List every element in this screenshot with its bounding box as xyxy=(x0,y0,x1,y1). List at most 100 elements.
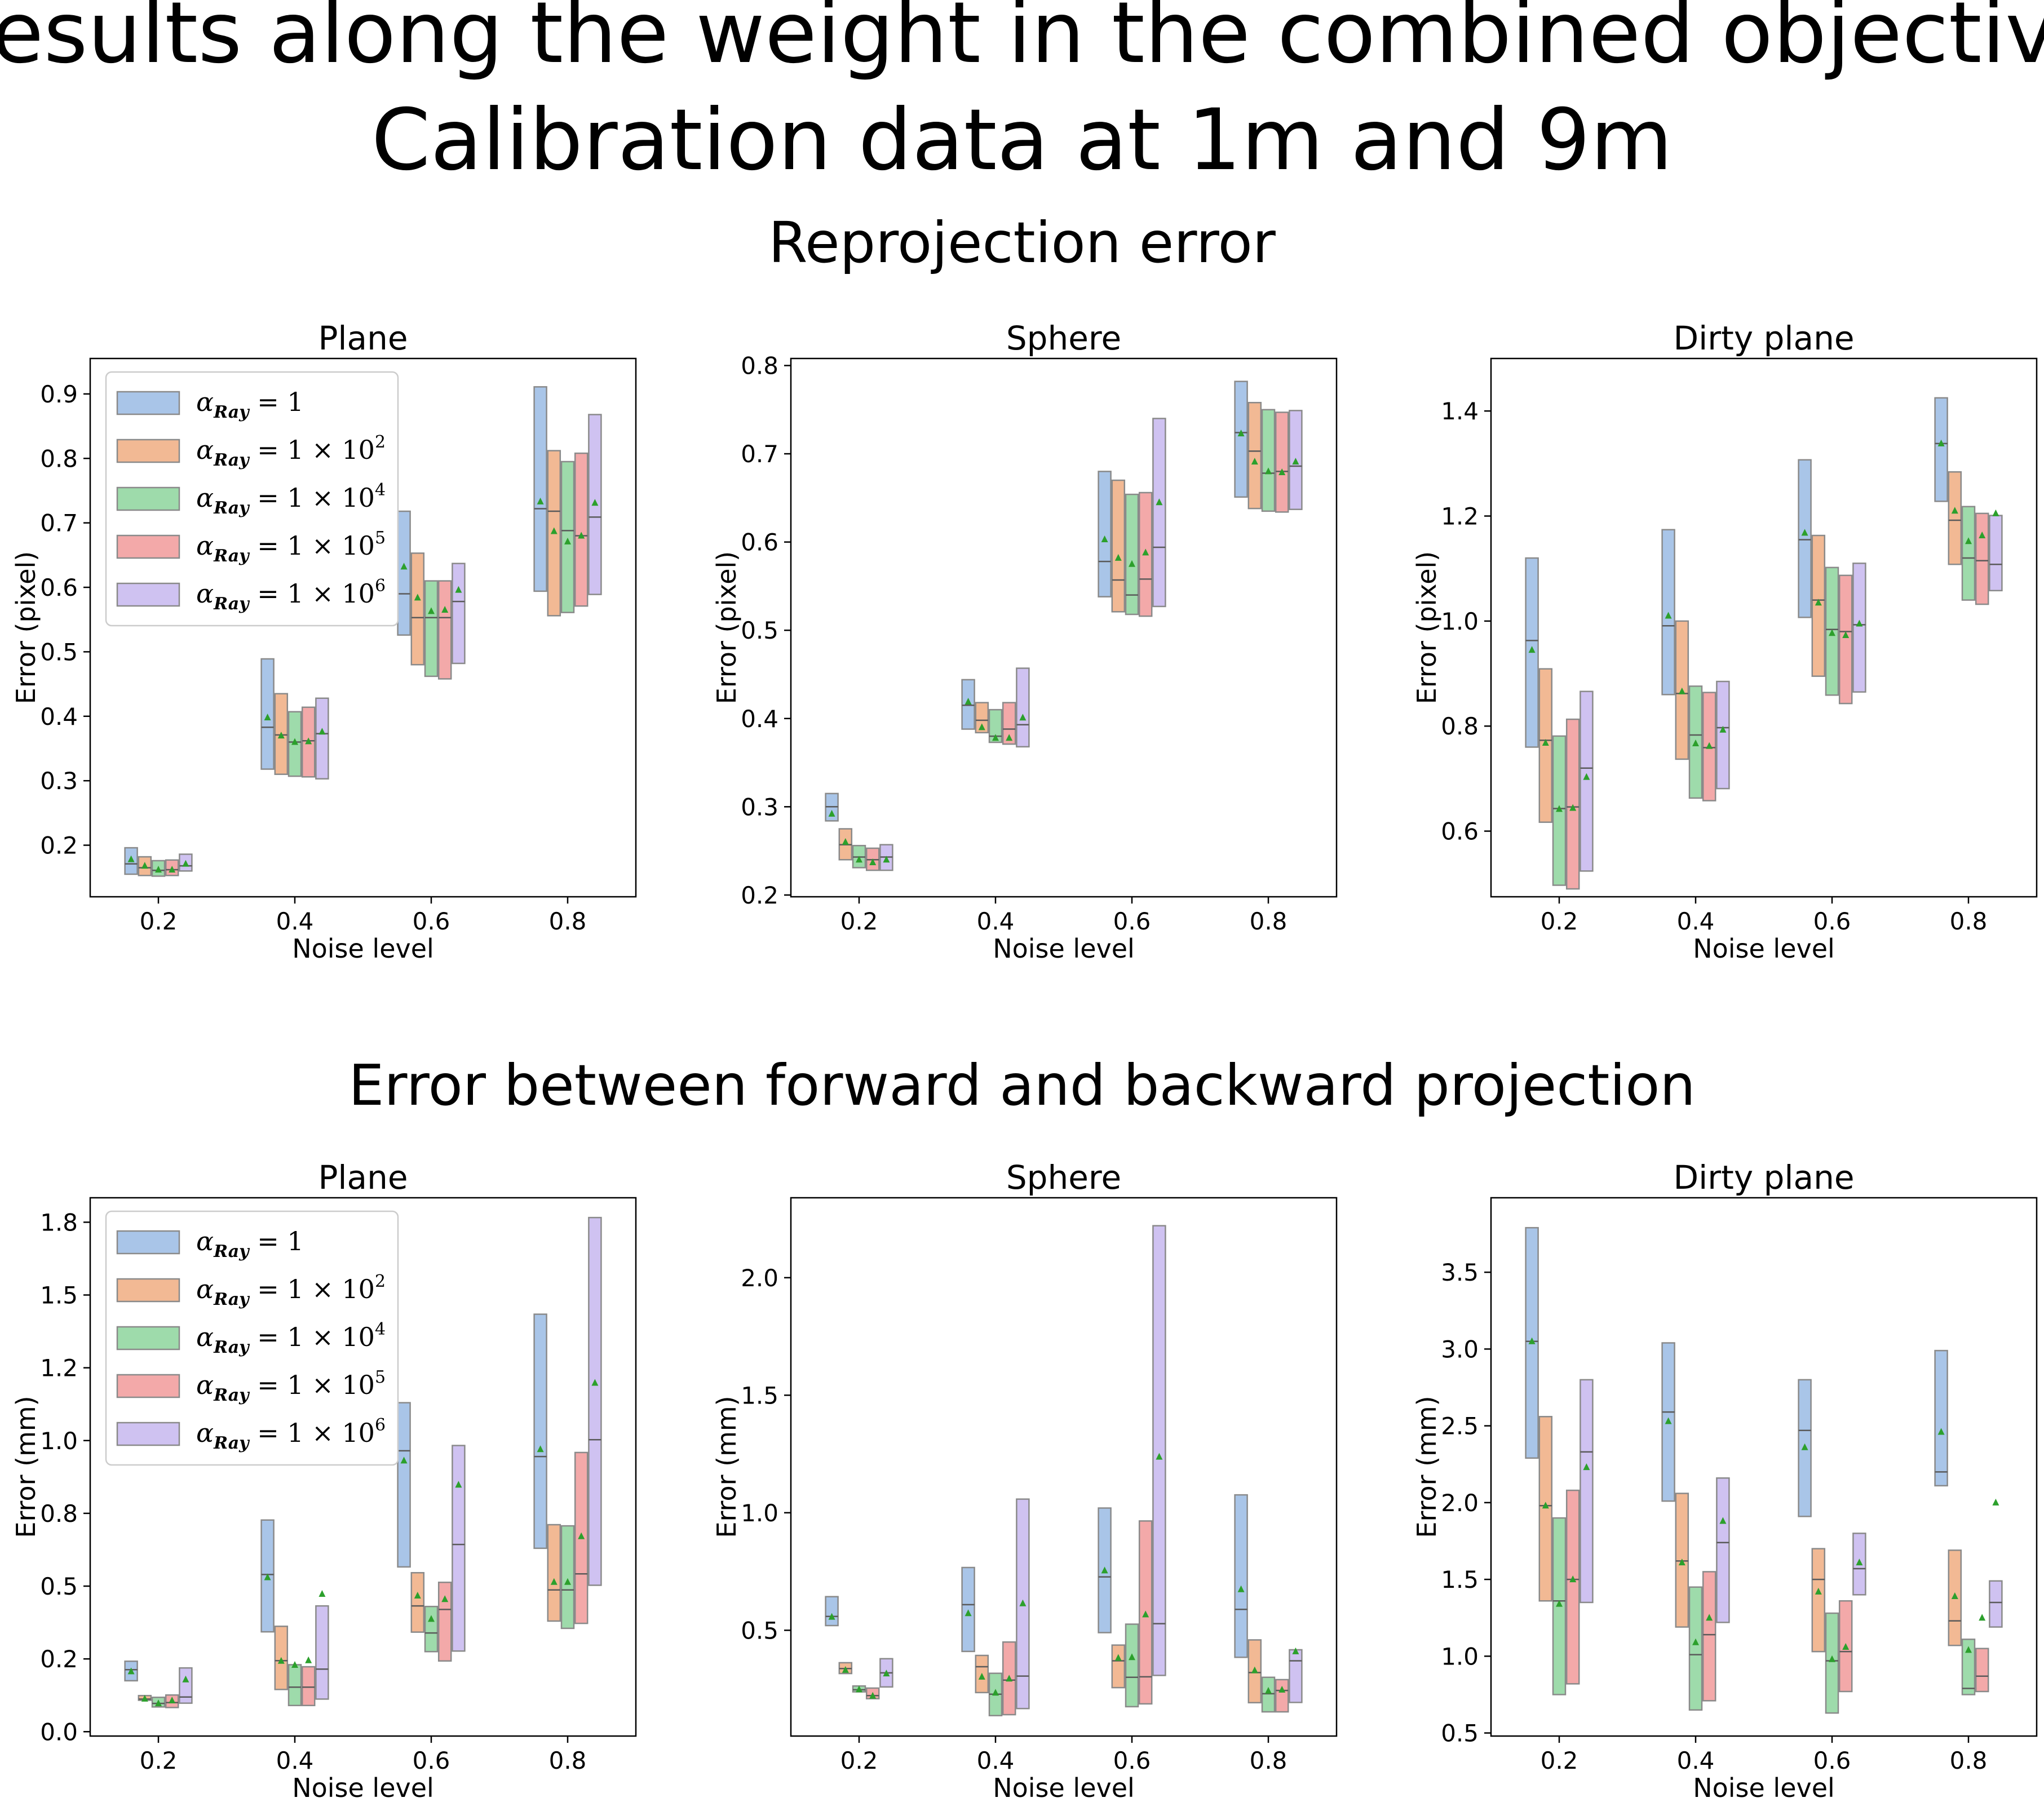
mean-marker xyxy=(537,497,544,504)
mean-marker xyxy=(264,714,271,721)
legend-subscript: Ray xyxy=(213,1385,250,1405)
chart-title: Sphere xyxy=(1006,1158,1121,1197)
mean-marker xyxy=(1692,739,1699,746)
box-bar xyxy=(179,1667,193,1704)
legend-swatch xyxy=(116,486,180,511)
y-tick-label: 0.3 xyxy=(741,793,778,821)
box-bar xyxy=(574,452,589,607)
plot-frame xyxy=(1490,1197,2038,1737)
mean-marker xyxy=(828,1613,835,1620)
y-tick-label: 0.0 xyxy=(40,1718,78,1746)
mean-marker xyxy=(883,856,890,863)
mean-marker xyxy=(842,1666,849,1673)
x-axis-label: Noise level xyxy=(1693,1773,1835,1802)
mean-marker xyxy=(856,1685,862,1693)
mean-marker xyxy=(1528,1337,1536,1344)
box-bar xyxy=(1275,1679,1289,1713)
legend-frame xyxy=(105,371,399,627)
legend-subscript: Ray xyxy=(213,1242,250,1261)
plot-frame xyxy=(1490,357,2038,898)
mean-marker xyxy=(1678,1559,1685,1566)
legend-frame xyxy=(105,1210,399,1466)
legend-value: = 1 × 10 xyxy=(249,530,375,561)
x-tick-label: 0.6 xyxy=(1813,907,1851,935)
mean-marker xyxy=(1129,1653,1135,1661)
mean-marker xyxy=(1815,599,1822,606)
mean-marker xyxy=(1569,804,1577,811)
section-title-forward-backward: Error between forward and backward proje… xyxy=(348,1052,1696,1118)
mean-marker xyxy=(1856,1559,1863,1566)
box-bar xyxy=(1234,380,1248,498)
mean-marker xyxy=(1278,468,1286,475)
mean-marker xyxy=(564,1578,571,1585)
box-bar xyxy=(1852,563,1866,693)
box-bar xyxy=(1261,409,1276,512)
legend-label: αRay = 1 × 106 xyxy=(196,576,386,614)
y-tick-label: 3.0 xyxy=(1441,1335,1479,1363)
box-bar xyxy=(588,1216,602,1586)
mean-marker xyxy=(578,532,585,539)
mean-marker xyxy=(1937,1428,1945,1435)
box-bar xyxy=(1716,1477,1730,1623)
mean-marker xyxy=(1965,1646,1972,1653)
mean-marker xyxy=(1265,467,1272,475)
legend-alpha: α xyxy=(196,387,214,417)
mean-marker xyxy=(992,1689,999,1696)
x-axis-label: Noise level xyxy=(1693,933,1835,964)
box-bar xyxy=(1580,690,1594,872)
y-axis-label: Error (pixel) xyxy=(11,551,41,705)
x-tick-label: 0.2 xyxy=(840,907,878,935)
y-tick-label: 0.2 xyxy=(40,1645,78,1673)
box-bar xyxy=(1811,534,1826,677)
mean-marker xyxy=(1937,439,1945,446)
mean-marker xyxy=(1979,531,1986,538)
legend-alpha: α xyxy=(196,1418,214,1448)
box-bar xyxy=(1247,402,1262,510)
chart-panel-3: Plane 0.2 0.4 0.6 0.8 Noise level 0.0 0.2 0.5 0.8… xyxy=(11,1158,637,1802)
legend-label: αRay = 1 × 105 xyxy=(196,528,386,566)
mean-marker xyxy=(1951,507,1958,514)
x-tick-label: 0.8 xyxy=(549,907,587,935)
mean-marker xyxy=(277,732,285,739)
mean-marker xyxy=(564,537,571,544)
mean-marker xyxy=(1556,1600,1563,1607)
mean-marker xyxy=(1006,734,1013,741)
mean-marker xyxy=(141,1694,148,1702)
mean-marker xyxy=(169,865,176,873)
mean-marker xyxy=(1801,529,1808,536)
box-bar xyxy=(1538,1416,1553,1602)
box-bar xyxy=(988,709,1003,743)
mean-marker xyxy=(1528,646,1536,653)
x-tick-label: 0.4 xyxy=(977,1747,1015,1774)
mean-marker xyxy=(441,1595,449,1602)
mean-marker xyxy=(1114,554,1122,561)
mean-marker xyxy=(1583,1463,1590,1471)
x-tick-label: 0.8 xyxy=(1950,1747,1988,1774)
box-bar xyxy=(397,510,411,636)
legend-subscript: Ray xyxy=(213,450,250,470)
x-tick-label: 0.2 xyxy=(140,907,178,935)
box-bar xyxy=(1098,471,1112,597)
y-tick-label: 1.0 xyxy=(1441,1642,1479,1670)
box-bar xyxy=(410,552,425,666)
mean-marker xyxy=(428,1615,435,1622)
legend-alpha: α xyxy=(196,1226,214,1256)
y-tick-label: 1.2 xyxy=(1441,503,1479,530)
mean-marker xyxy=(155,1699,162,1707)
y-tick-label: 1.4 xyxy=(1441,397,1479,425)
legend-alpha: α xyxy=(196,530,214,561)
legend-superscript: 4 xyxy=(375,480,386,500)
plot-frame xyxy=(790,1197,1338,1737)
mean-marker xyxy=(291,738,298,745)
mean-marker xyxy=(1965,537,1972,544)
mean-marker xyxy=(182,1675,189,1683)
mean-marker xyxy=(264,1573,271,1580)
x-tick-label: 0.2 xyxy=(1541,1747,1578,1774)
y-tick-label: 0.3 xyxy=(40,767,78,795)
legend-subscript: Ray xyxy=(213,402,250,422)
legend-swatch xyxy=(116,1374,180,1398)
y-tick-label: 0.8 xyxy=(1441,712,1479,740)
chart-panels: Plane 0.2 0.4 0.6 0.8 Noise level 0.2 0.3 0.4 0.5… xyxy=(11,319,2038,1802)
